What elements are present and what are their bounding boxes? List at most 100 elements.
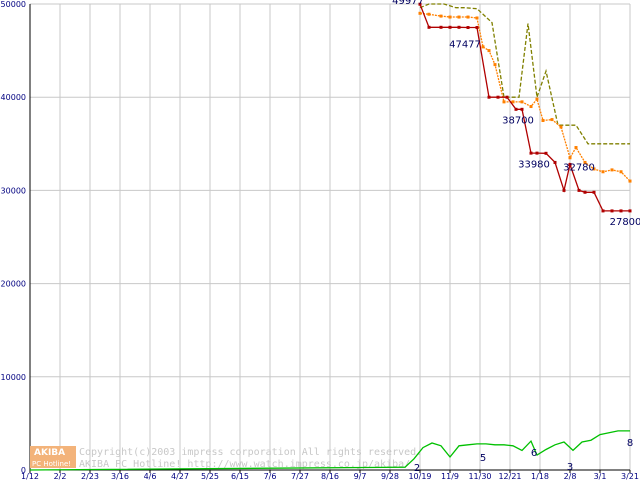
x-tick-label: 3/21 [621,472,639,480]
data-point-average [529,105,533,109]
data-point-min [466,26,470,30]
logo-box-bottom [30,457,76,468]
x-tick-label: 12/21 [498,472,521,480]
x-tick-label: 10/19 [408,472,431,480]
data-point-min [577,188,581,192]
logo-box-top [30,446,76,457]
point-labels: 49977 47477 38700 33980 32780 27800 2 5 6 3 8 [392,0,640,474]
data-point-min [496,95,500,99]
x-tick-label: 5/25 [201,472,219,480]
data-point-average [466,15,470,19]
y-tick-label: 10000 [1,373,26,382]
data-point-min [529,151,533,155]
watermark-line-2: AKIBA PC Hotline! http://www.watch.impre… [79,459,410,470]
data-point-average [583,160,587,164]
data-point-average [448,15,452,19]
data-point-min [448,25,452,29]
min-price-label: 47477 [449,40,481,51]
x-tick-label: 4/27 [171,472,189,480]
data-point-min [568,162,572,166]
data-point-min [592,190,596,194]
x-tick-label: 8/16 [321,472,339,480]
x-tick-labels: 1/12 2/2 2/23 3/16 4/6 4/27 5/25 6/15 7/6 7/27 8/1… [21,470,639,481]
y-tick-label: 20000 [1,280,26,289]
y-tick-label: 40000 [1,93,26,102]
x-tick-label: 2/8 [564,472,577,480]
x-tick-label: 11/30 [468,472,491,480]
data-point-average [550,118,554,122]
min-price-label: 27800 [610,217,640,228]
data-point-average [628,179,632,183]
series-lines [29,2,632,471]
data-point-min [475,26,479,30]
data-point-average [418,11,422,15]
x-tick-label: 6/15 [231,472,249,480]
data-point-min [619,209,623,213]
y-tick-label: 50000 [1,0,26,9]
data-point-min [562,188,566,192]
data-point-average [535,97,539,101]
data-point-min [544,151,548,155]
shop-count-label: 8 [627,438,633,449]
data-point-min [583,190,587,194]
x-tick-label: 9/7 [354,472,367,480]
min-price-label: 33980 [518,159,550,170]
min-price-label: 32780 [563,162,595,173]
shop-count-label: 5 [480,453,486,464]
x-tick-label: 1/12 [21,472,39,480]
x-tick-label: 1/18 [531,472,549,480]
x-tick-label: 2/2 [54,472,67,480]
logo-text-top: AKIBA [34,448,65,458]
data-point-average [574,146,578,150]
data-point-average [559,125,563,129]
min-price-label: 49977 [392,0,424,7]
x-tick-label: 4/6 [144,472,157,480]
data-point-min [535,151,539,155]
series-line-shops [29,430,630,471]
x-tick-label: 9/28 [381,472,399,480]
data-point-average [427,12,431,16]
x-tick-label: 3/16 [111,472,129,480]
min-price-label: 38700 [502,115,534,126]
data-point-average [592,167,596,171]
x-tick-label: 11/9 [441,472,459,480]
y-tick-labels: 0 10000 20000 30000 40000 50000 [1,0,26,475]
data-point-min [610,209,614,213]
data-point-average [481,45,485,49]
data-point-average [520,100,524,104]
data-point-min [487,95,491,99]
data-point-min [601,209,605,213]
watermark-line-1: Copyright(c)2003 impress corporation All… [79,447,422,458]
data-point-average [601,170,605,174]
data-point-average [610,168,614,172]
shop-count-label: 6 [531,448,537,459]
watermark: AKIBA PC Hotline! Copyright(c)2003 impre… [30,446,422,470]
x-tick-label: 2/23 [81,472,99,480]
data-point-min [505,95,509,99]
shop-count-label: 2 [414,463,420,474]
data-point-min [520,107,524,111]
data-point-average [511,100,515,104]
data-point-min [427,25,431,29]
gridlines [29,3,631,471]
series-line-min [419,3,630,212]
x-tick-label: 3/1 [594,472,607,480]
x-tick-label: 7/27 [291,472,309,480]
data-point-min [628,209,632,213]
data-point-average [502,100,506,104]
data-point-min [457,25,461,29]
data-point-min [439,25,443,29]
series-line-max [419,3,630,145]
data-point-average [493,63,497,67]
data-point-average [487,49,491,53]
data-point-min [553,160,557,164]
data-point-average [541,119,545,122]
data-point-average [619,170,623,174]
data-point-average [457,15,461,19]
x-tick-label: 7/6 [264,472,277,480]
data-point-average [439,14,443,18]
logo-text-bottom: PC Hotline! [32,460,71,468]
y-tick-label: 0 [21,466,26,475]
